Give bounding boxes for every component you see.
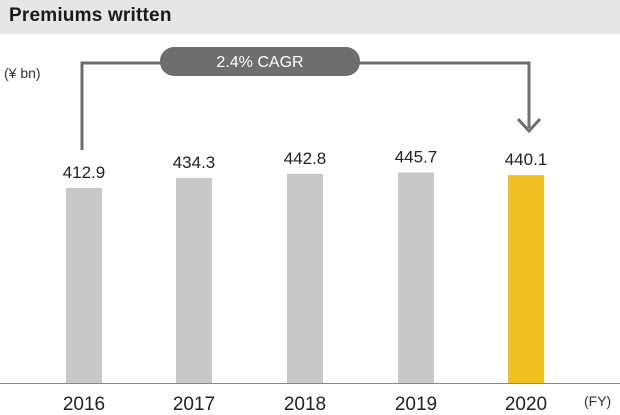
x-tick-label-2017: 2017 [173,394,215,415]
x-tick-label-2016: 2016 [63,394,105,415]
x-tick-label-2018: 2018 [284,394,326,415]
value-label-2016: 412.9 [63,163,106,182]
value-label-2018: 442.8 [284,149,327,168]
cagr-label: 2.4% CAGR [216,54,303,71]
bar-2020 [508,175,544,383]
value-label-2020: 440.1 [505,150,548,169]
x-unit-label: (FY) [584,393,612,409]
chart-header: Premiums written [0,0,620,34]
y-unit-label: (¥ bn) [4,65,41,81]
x-tick-label-2020: 2020 [505,394,547,415]
cagr-badge [160,47,360,76]
value-label-2019: 445.7 [395,148,438,167]
value-label-2017: 434.3 [173,153,216,172]
bar-2019 [398,172,434,383]
x-tick-label-2019: 2019 [395,394,437,415]
bar-2016 [66,188,102,383]
cagr-annotation: 2.4% CAGR [80,47,542,150]
chart-title: Premiums written [9,5,172,26]
cagr-bracket-line [80,61,531,150]
bar-2017 [176,177,212,383]
cagr-arrow-head [516,117,542,134]
bar-2018 [287,173,323,383]
